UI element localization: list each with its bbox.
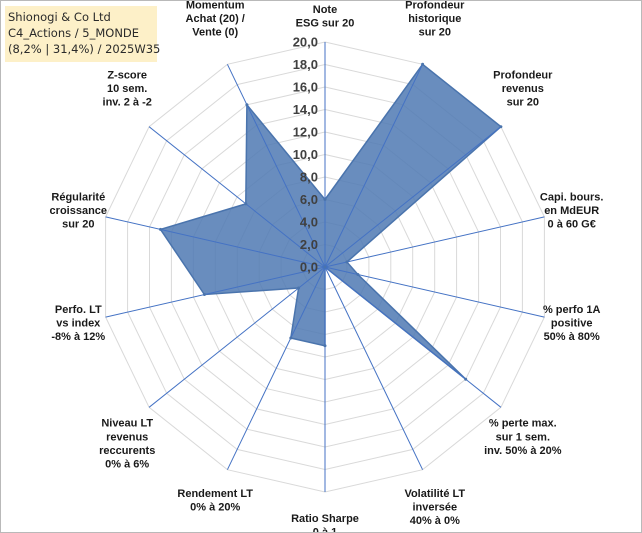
- axis-spoke: [324, 266, 545, 318]
- chart-title-box: Shionogi & Co Ltd C4_Actions / 5_MONDE (…: [5, 6, 161, 62]
- axis-label-line: Rendement LT: [177, 488, 253, 500]
- axis-label: Perfo. LT vs index -8% à 12%: [51, 304, 105, 343]
- axis-label-line: Note: [313, 4, 337, 16]
- axis-label-line: 0% à 6%: [105, 459, 149, 471]
- axis-label-line: 50% à 80%: [544, 331, 600, 343]
- axis-label-line: Z-score: [107, 70, 147, 82]
- axis-label-line: -8% à 12%: [51, 331, 105, 343]
- tick-label: 10,0: [293, 147, 318, 162]
- axis-label: Capi. bours. en MdEUR 0 à 60 G€: [540, 191, 604, 230]
- axis-label-line: en MdEUR: [544, 205, 599, 217]
- data-point: [356, 273, 360, 276]
- tick-label: 18,0: [293, 57, 318, 72]
- axis-label-line: reccurents: [99, 445, 155, 457]
- axis-label-line: Profondeur: [405, 1, 465, 11]
- axis-label-line: historique: [408, 13, 461, 25]
- data-point: [202, 293, 206, 296]
- data-point: [245, 103, 249, 107]
- axis-label-line: sur 1 sem.: [496, 431, 550, 443]
- tick-label: 14,0: [293, 102, 318, 117]
- data-point: [289, 336, 293, 340]
- data-point: [421, 62, 425, 66]
- data-point: [323, 265, 327, 269]
- axis-label: Profondeur revenus sur 20: [493, 70, 553, 109]
- axis-label-line: 0 à 1: [313, 527, 337, 532]
- data-point: [159, 227, 162, 231]
- axis-label-line: Momentum: [186, 1, 245, 11]
- axis-label: Régularité croissance sur 20: [50, 191, 107, 230]
- axis-label-line: Perfo. LT: [55, 304, 102, 316]
- data-point: [464, 377, 468, 381]
- axis-spoke: [324, 266, 502, 408]
- axis-spoke: [226, 266, 326, 470]
- axis-label-line: % perte max.: [489, 418, 557, 430]
- axis-label-line: Capi. bours.: [540, 191, 604, 203]
- axis-label: Volatilité LT inversée 40% à 0%: [404, 488, 465, 527]
- axis-label-line: inv. 2 à -2: [103, 97, 152, 109]
- axis-label: Rendement LT 0% à 20%: [177, 488, 253, 514]
- axis-spoke: [148, 126, 326, 268]
- axis-label-line: Achat (20) /: [186, 13, 245, 25]
- data-point: [345, 260, 349, 264]
- axis-label-line: revenus: [502, 83, 544, 95]
- axis-label-line: Ratio Sharpe: [291, 513, 359, 525]
- axis-label: Momentum Achat (20) / Vente (0): [186, 1, 245, 39]
- tick-label: 16,0: [293, 80, 318, 95]
- axis-label-line: sur 20: [419, 27, 451, 39]
- axis-spoke: [105, 216, 326, 268]
- axis-label: % perfo 1A positive 50% à 80%: [543, 304, 601, 343]
- axis-label-line: inversée: [412, 502, 457, 514]
- axis-spoke: [148, 266, 326, 408]
- axis-label: Niveau LT revenus reccurents 0% à 6%: [99, 418, 155, 471]
- tick-label: 12,0: [293, 125, 318, 140]
- axis-label-line: sur 20: [507, 97, 539, 109]
- tick-label: 6,0: [300, 192, 318, 207]
- data-point: [323, 198, 327, 201]
- axis-label-line: Vente (0): [192, 27, 238, 39]
- axis-label-line: 10 sem.: [107, 83, 147, 95]
- axis-label-line: vs index: [56, 318, 101, 330]
- axis-label-line: Volatilité LT: [404, 488, 465, 500]
- tick-label: 8,0: [300, 170, 318, 185]
- data-point: [244, 202, 248, 206]
- data-point: [323, 344, 327, 348]
- axis-label: Profondeur historique sur 20: [405, 1, 465, 39]
- data-point: [297, 286, 301, 290]
- axis-label: Z-score 10 sem. inv. 2 à -2: [103, 70, 152, 109]
- tick-label: 2,0: [300, 237, 318, 252]
- data-series-area: [159, 63, 503, 380]
- tick-label: 4,0: [300, 215, 318, 230]
- axis-label: Ratio Sharpe 0 à 1: [291, 513, 359, 532]
- axis-spoke: [324, 126, 502, 268]
- axis-spoke: [324, 64, 424, 268]
- axis-spoke: [226, 64, 326, 268]
- axis-label: Note ESG sur 20: [296, 4, 355, 30]
- axis-label-line: revenus: [106, 431, 148, 443]
- axis-spoke: [105, 266, 326, 318]
- axis-label-line: Niveau LT: [101, 418, 153, 430]
- tick-label: 20,0: [293, 35, 318, 50]
- axis-label-line: inv. 50% à 20%: [484, 445, 562, 457]
- axis-label-line: ESG sur 20: [296, 18, 355, 30]
- axis-label-line: 0% à 20%: [190, 502, 240, 514]
- company-name: Shionogi & Co Ltd: [8, 10, 111, 24]
- tick-label: 0,0: [300, 260, 318, 275]
- axis-label-line: 40% à 0%: [410, 515, 460, 527]
- axis-label-line: croissance: [50, 205, 107, 217]
- axis-label-line: % perfo 1A: [543, 304, 601, 316]
- axis-label: % perte max. sur 1 sem. inv. 50% à 20%: [484, 418, 562, 457]
- axis-label-line: sur 20: [62, 219, 94, 231]
- period-label: (8,2% | 31,4%) / 2025W35: [8, 42, 161, 56]
- axis-label-line: 0 à 60 G€: [548, 219, 596, 231]
- axis-label-line: positive: [551, 318, 593, 330]
- data-point: [499, 125, 503, 129]
- axis-spoke: [324, 216, 545, 268]
- axis-spoke: [324, 266, 424, 470]
- portfolio-label: C4_Actions / 5_MONDE: [8, 26, 140, 40]
- axis-label-line: Profondeur: [493, 70, 553, 82]
- axis-label-line: Régularité: [51, 191, 105, 203]
